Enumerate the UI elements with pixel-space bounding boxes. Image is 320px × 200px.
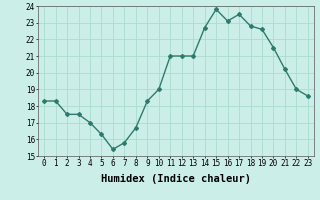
X-axis label: Humidex (Indice chaleur): Humidex (Indice chaleur) bbox=[101, 174, 251, 184]
